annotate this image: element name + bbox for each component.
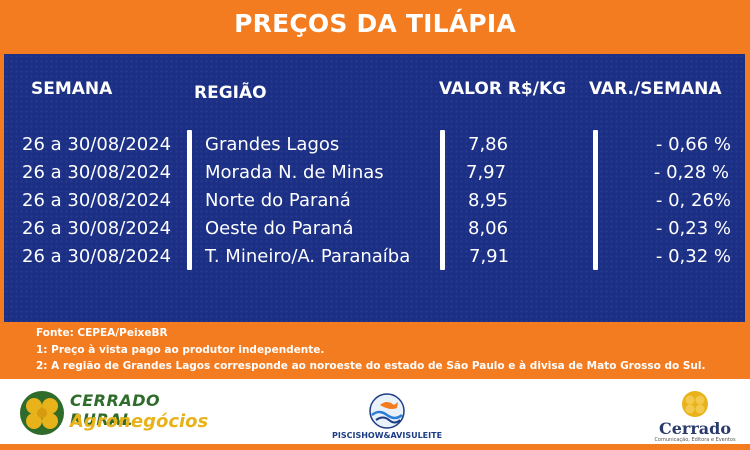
cerrado-name: Cerrado (659, 419, 731, 438)
cell-value: 8,06 (468, 218, 509, 239)
header-region: REGIÃO (194, 83, 267, 103)
cerrado-rural-name: CERRADO RURAL (70, 391, 161, 429)
agronegocios-name: Agronegócios (70, 411, 209, 432)
table-row: 26 a 30/08/2024 Norte do Paraná 8,95 - 0… (4, 190, 745, 218)
pequi-emblem-icon (682, 391, 708, 417)
bottom-accent-bar (0, 444, 750, 450)
sponsor-logos: CERRADO RURAL Agronegócios PISCISHOW&AVI… (0, 379, 750, 444)
footnote-1: 1: Preço à vista pago ao produtor indepe… (36, 344, 325, 356)
cell-region: Norte do Paraná (205, 190, 351, 211)
cell-region: Morada N. de Minas (205, 162, 384, 183)
cerrado-logo: Cerrado Comunicação, Editora e Eventos (650, 389, 740, 443)
page-title: PREÇOS DA TILÁPIA (234, 8, 516, 38)
cell-variation: - 0,28 % (653, 162, 729, 183)
table-row: 26 a 30/08/2024 Oeste do Paraná 8,06 - 0… (4, 218, 745, 246)
cell-value: 7,97 (466, 162, 507, 183)
separator-region-value (440, 130, 445, 270)
cell-week: 26 a 30/08/2024 (22, 162, 172, 183)
cerrado-tagline: Comunicação, Editora e Eventos (654, 437, 736, 443)
cell-variation: - 0,32 % (655, 246, 731, 267)
table-row: 26 a 30/08/2024 Grandes Lagos 7,86 - 0,6… (4, 134, 745, 162)
price-table: SEMANA REGIÃO VALOR R$/KG VAR./SEMANA 26… (4, 54, 745, 322)
pequi-fruit-icon (20, 391, 64, 435)
source-note: Fonte: CEPEA/PeixeBR (36, 327, 168, 339)
table-row: 26 a 30/08/2024 T. Mineiro/A. Paranaíba … (4, 246, 745, 274)
table-row: 26 a 30/08/2024 Morada N. de Minas 7,97 … (4, 162, 745, 190)
piscishow-logo: PISCISHOW&AVISULEITE (332, 391, 442, 441)
cell-region: Grandes Lagos (205, 134, 340, 155)
fish-wave-icon (369, 393, 405, 429)
cell-region: Oeste do Paraná (205, 218, 354, 239)
header-variation: VAR./SEMANA (589, 79, 722, 99)
cell-value: 7,91 (469, 246, 510, 267)
cell-week: 26 a 30/08/2024 (22, 218, 172, 239)
footnote-2: 2: A região de Grandes Lagos corresponde… (36, 360, 706, 372)
separator-week-region (187, 130, 192, 270)
cell-variation: - 0, 26% (655, 190, 731, 211)
cell-variation: - 0,23 % (655, 218, 731, 239)
cell-value: 8,95 (468, 190, 509, 211)
cell-week: 26 a 30/08/2024 (22, 190, 172, 211)
cell-week: 26 a 30/08/2024 (22, 134, 172, 155)
cell-variation: - 0,66 % (655, 134, 731, 155)
piscishow-label: PISCISHOW&AVISULEITE (332, 431, 443, 440)
notes-panel: Fonte: CEPEA/PeixeBR 1: Preço à vista pa… (0, 322, 750, 379)
cell-region: T. Mineiro/A. Paranaíba (205, 246, 411, 267)
separator-value-variation (593, 130, 598, 270)
header-value: VALOR R$/KG (439, 79, 567, 99)
cell-week: 26 a 30/08/2024 (22, 246, 172, 267)
title-banner: PREÇOS DA TILÁPIA (0, 0, 750, 46)
cell-value: 7,86 (468, 134, 509, 155)
header-week: SEMANA (31, 79, 113, 99)
cerrado-rural-logo: CERRADO RURAL Agronegócios (18, 389, 213, 437)
